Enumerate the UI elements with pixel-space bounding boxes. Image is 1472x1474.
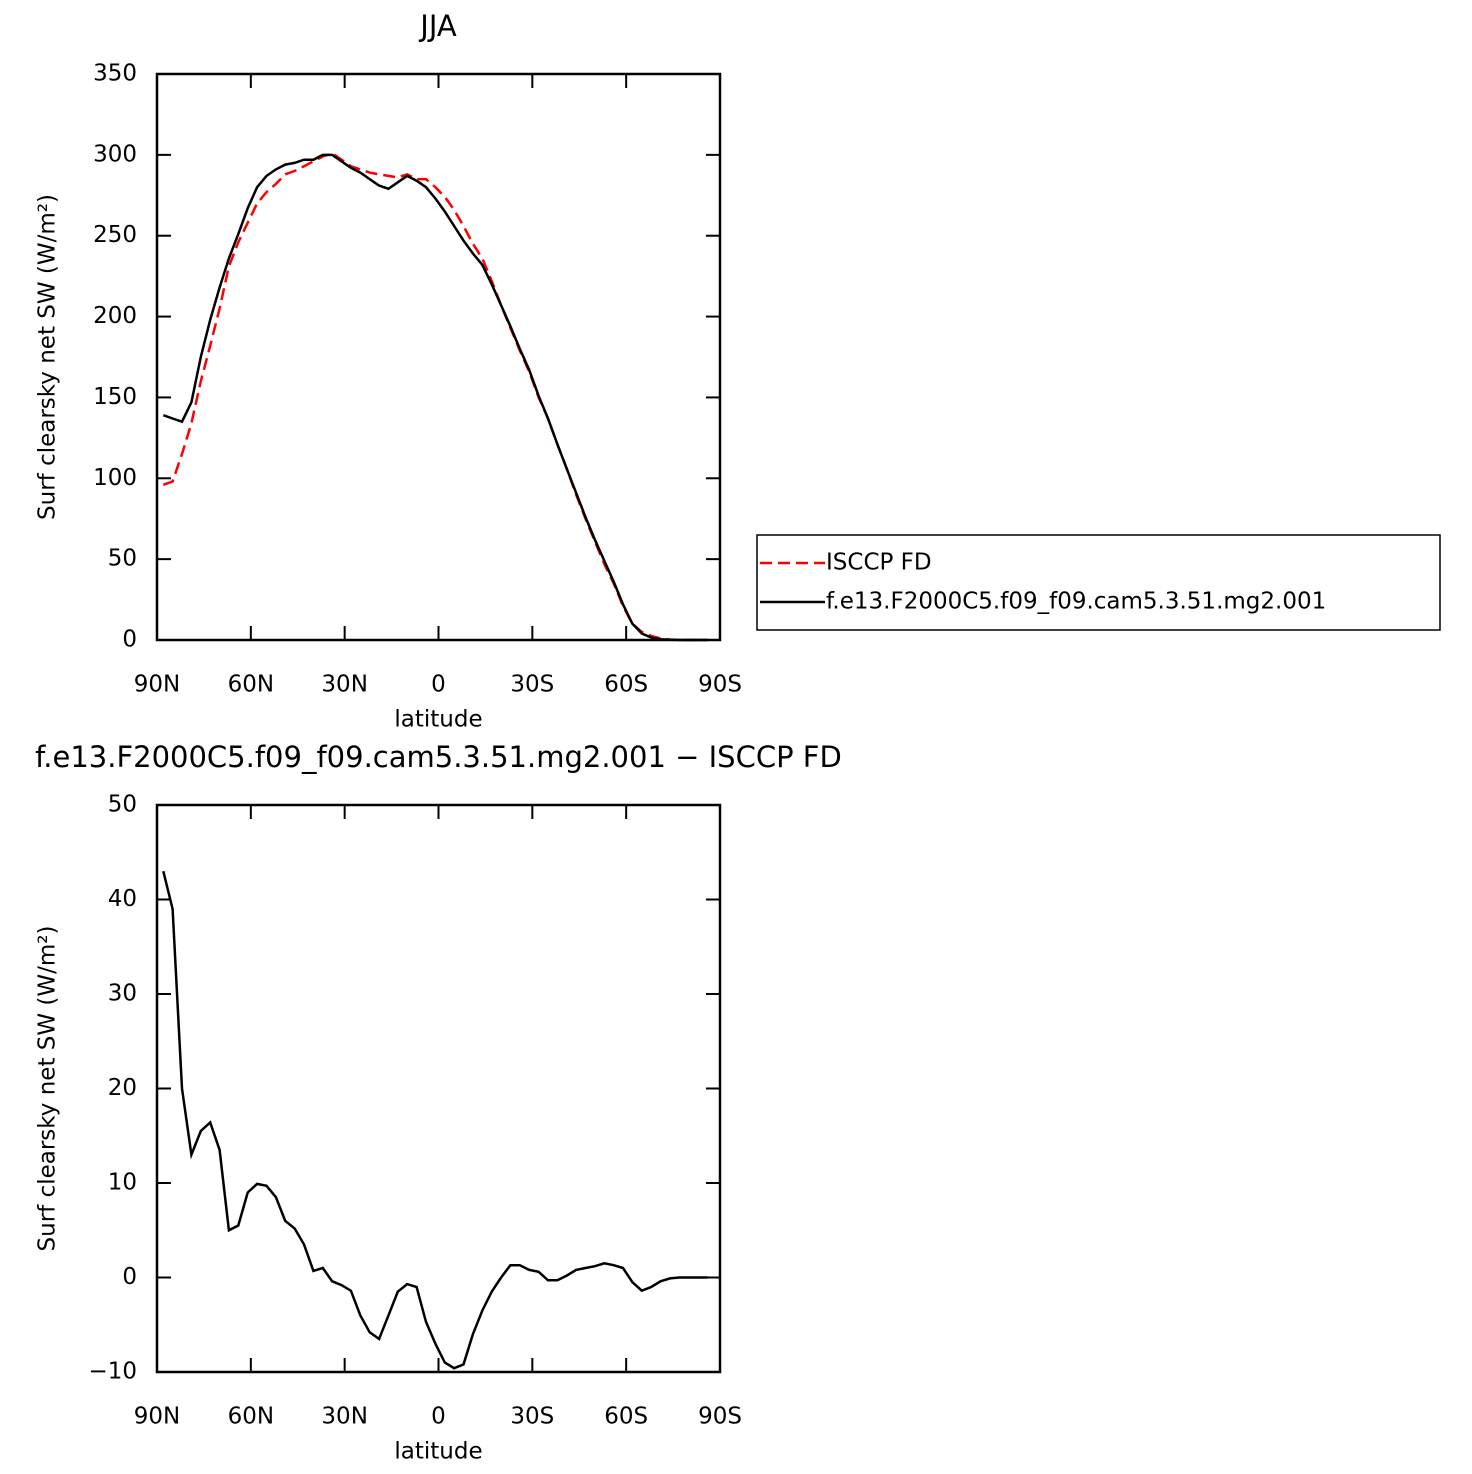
- y-tick-label: 20: [108, 1075, 137, 1101]
- x-tick-label: 60S: [604, 672, 648, 698]
- plot-frame: [155, 72, 722, 642]
- y-axis-label: Surf clearsky net SW (W/m²): [35, 194, 61, 520]
- data-line: [162, 870, 708, 1370]
- chart-title: f.e13.F2000C5.f09_f09.cam5.3.51.mg2.001 …: [35, 740, 842, 774]
- x-tick-label: 30S: [510, 672, 554, 698]
- x-tick-label: 30S: [510, 1404, 554, 1430]
- y-axis-label: Surf clearsky net SW (W/m²): [35, 926, 61, 1252]
- plot-frame: [155, 803, 722, 1374]
- x-tick-label: 90N: [134, 1404, 180, 1430]
- x-tick-label: 90S: [698, 1404, 742, 1430]
- y-tick-label: 100: [93, 465, 137, 491]
- x-axis-label: latitude: [394, 1439, 482, 1465]
- y-tick-label: 30: [108, 981, 137, 1007]
- x-tick-label: 0: [431, 672, 446, 698]
- y-tick-label: 50: [108, 792, 137, 818]
- x-axis-label: latitude: [394, 707, 482, 733]
- y-tick-label: 150: [93, 384, 137, 410]
- x-tick-label: 30N: [321, 1404, 367, 1430]
- chart-title: JJA: [418, 9, 457, 43]
- y-tick-label: 0: [122, 1264, 137, 1290]
- y-tick-label: 10: [108, 1170, 137, 1196]
- y-tick-label: −10: [88, 1359, 137, 1385]
- y-tick-label: 200: [93, 303, 137, 329]
- data-line: [162, 153, 708, 642]
- x-tick-label: 30N: [321, 672, 367, 698]
- x-tick-label: 90N: [134, 672, 180, 698]
- y-tick-label: 250: [93, 222, 137, 248]
- legend-label: ISCCP FD: [826, 550, 932, 576]
- x-tick-label: 60N: [228, 672, 274, 698]
- y-tick-label: 0: [122, 627, 137, 653]
- data-line: [162, 151, 708, 642]
- y-tick-label: 300: [93, 141, 137, 167]
- legend-box: [756, 534, 1441, 631]
- x-tick-label: 90S: [698, 672, 742, 698]
- y-tick-label: 350: [93, 61, 137, 87]
- x-tick-label: 60S: [604, 1404, 648, 1430]
- x-tick-label: 60N: [228, 1404, 274, 1430]
- legend-label: f.e13.F2000C5.f09_f09.cam5.3.51.mg2.001: [826, 589, 1326, 615]
- y-tick-label: 40: [108, 886, 137, 912]
- x-tick-label: 0: [431, 1404, 446, 1430]
- y-tick-label: 50: [108, 546, 137, 572]
